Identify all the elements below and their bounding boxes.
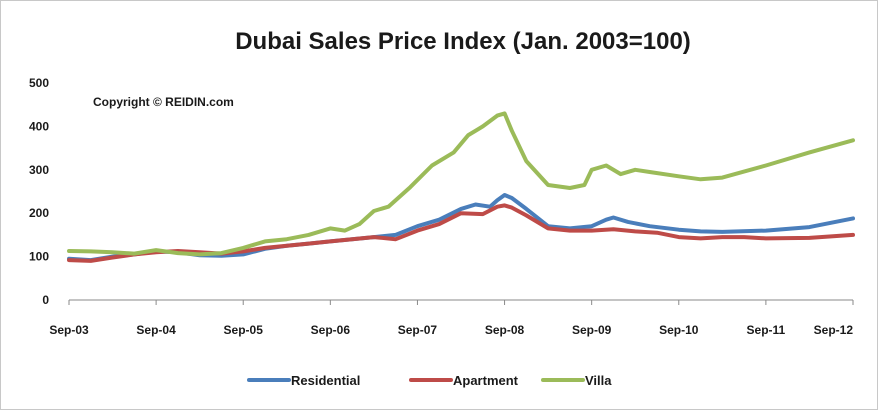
x-tick-label: Sep-11 — [747, 323, 786, 337]
x-tick-label: Sep-05 — [224, 323, 264, 337]
x-axis: Sep-03 Sep-04 Sep-05 Sep-06 Sep-07 Sep-08 Sep-… — [49, 300, 854, 337]
y-tick-label: 0 — [42, 293, 49, 307]
y-tick-label: 500 — [29, 76, 49, 90]
y-tick-label: 100 — [29, 250, 49, 264]
chart-title: Dubai Sales Price Index (Jan. 2003=100) — [235, 28, 691, 55]
series-line-apartment — [67, 203, 855, 263]
y-axis: 0 100 200 300 400 500 — [29, 76, 49, 307]
x-tick-label: Sep-08 — [485, 323, 525, 337]
x-tick-label: Sep-07 — [398, 323, 438, 337]
x-tick-label: Sep-09 — [572, 323, 612, 337]
copyright-annotation: Copyright © REIDIN.com — [93, 95, 234, 109]
legend-label-apartment: Apartment — [453, 373, 519, 388]
x-tick-label: Sep-10 — [659, 323, 699, 337]
y-tick-label: 200 — [29, 206, 49, 220]
series-line-villa — [67, 111, 855, 257]
legend: Residential Apartment Villa — [247, 373, 612, 388]
series-lines — [67, 111, 855, 263]
x-tick-label: Sep-04 — [136, 323, 176, 337]
x-tick-label: Sep-12 — [814, 323, 854, 337]
y-tick-label: 400 — [29, 119, 49, 133]
x-tick-label: Sep-06 — [311, 323, 351, 337]
legend-label-villa: Villa — [585, 373, 612, 388]
x-tick-label: Sep-03 — [49, 323, 89, 337]
y-tick-label: 300 — [29, 163, 49, 177]
legend-label-residential: Residential — [291, 373, 360, 388]
